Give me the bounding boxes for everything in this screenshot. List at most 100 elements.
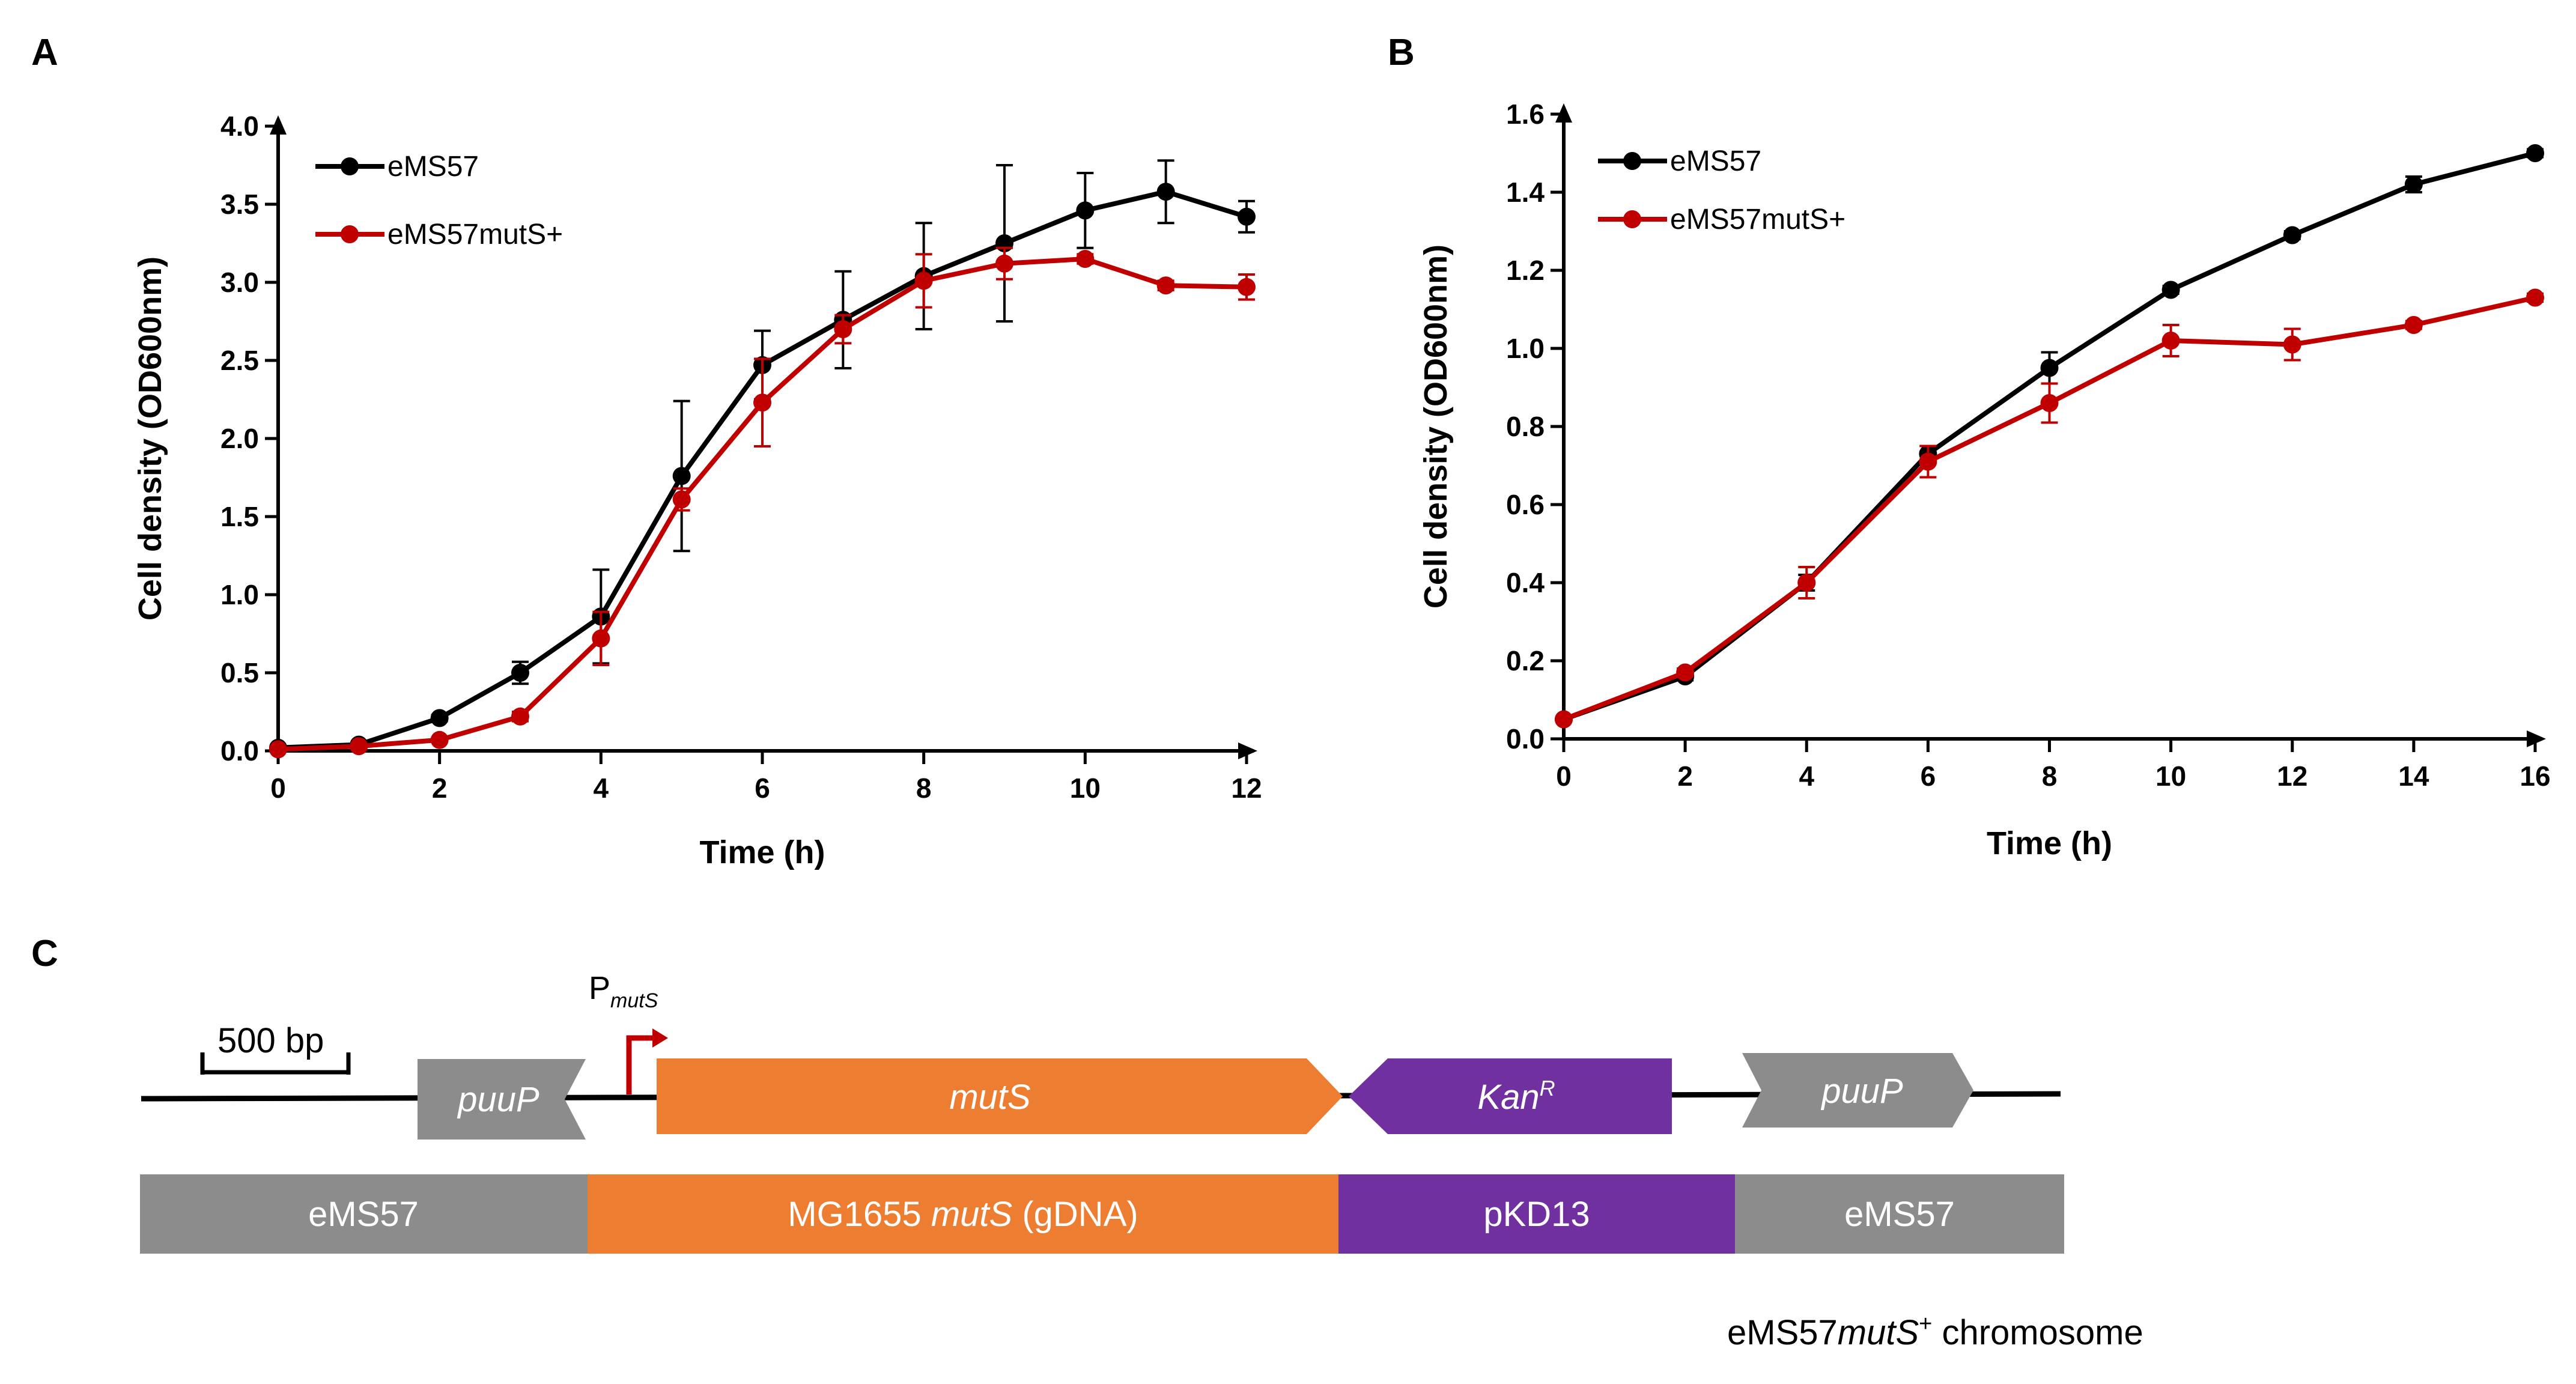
map-caption: eMS57mutS+ chromosome	[1727, 1311, 2143, 1352]
chart-a-y-axis-title: Cell density (OD600nm)	[132, 256, 168, 621]
chart-a-series-1-point	[511, 707, 529, 726]
chart-a-y-tick-label: 3.0	[220, 267, 259, 298]
chart-a-x-tick-label: 2	[432, 772, 448, 804]
chart-a-series-0-point	[511, 664, 529, 682]
chart-a-y-tick-label: 0.0	[220, 735, 259, 766]
chart-a-series-1-point	[350, 737, 368, 756]
chart-a-x-tick-label: 8	[916, 772, 932, 804]
chart-b-series-1-point	[2526, 288, 2544, 307]
chart-b-y-tick-label: 0.0	[1506, 723, 1545, 754]
chart-b-y-tick-label: 1.2	[1506, 255, 1545, 286]
chart-a-series-1	[269, 246, 1256, 759]
gene-muts: mutS	[657, 1058, 1343, 1134]
chart-b-series	[1555, 144, 2544, 729]
panel-letter-a: A	[31, 32, 58, 73]
chart-b-y-tick-label: 0.4	[1506, 567, 1545, 598]
map-caption-it: mutS	[1838, 1313, 1919, 1352]
scale-bar: 500 bp	[200, 1021, 351, 1075]
source-segment-mg1655-label-post: (gDNA)	[1012, 1195, 1138, 1234]
chart-b-series-1-point	[1919, 452, 1937, 471]
chart-b-x-tick-label: 2	[1677, 760, 1693, 792]
gene-puup-left-label: puuP	[457, 1080, 539, 1119]
chart-a-x-axis-title: Time (h)	[699, 834, 825, 870]
chart-b-x-tick-label: 8	[2042, 760, 2058, 792]
source-segment-emS57-left	[140, 1174, 588, 1254]
chart-b-x-tick-label: 0	[1556, 760, 1572, 792]
chart-b-series-1-point	[2161, 332, 2180, 350]
source-bar: eMS57 MG1655 mutS (gDNA) pKD13 eMS57	[140, 1174, 2064, 1254]
gene-puup-right-label: puuP	[1820, 1072, 1903, 1111]
chart-b-y-tick-label: 0.8	[1506, 411, 1545, 442]
source-segment-mg1655-label: MG1655 mutS (gDNA)	[788, 1195, 1138, 1234]
chart-a-series-1-point	[1238, 278, 1256, 296]
source-segment-emS57-right	[1735, 1174, 2064, 1254]
chart-b-series-0-point	[2040, 359, 2059, 377]
legend-b-label-emS57: eMS57	[1670, 145, 1761, 177]
source-segment-emS57-left-label: eMS57	[308, 1195, 419, 1234]
chart-a-y-tick-label: 1.5	[220, 501, 259, 532]
source-segment-pkd13	[1338, 1174, 1735, 1254]
panel-letter-c: C	[31, 933, 58, 974]
chart-a-y-tick-label: 4.0	[220, 111, 259, 142]
chart-b-x-axis-title: Time (h)	[1987, 825, 2112, 861]
chart-a-series-0-point	[1156, 183, 1175, 201]
legend-b-label-emS57muts: eMS57mutS+	[1670, 204, 1845, 235]
chart-a-series-0-point	[1076, 201, 1095, 220]
chart-a-series-0-point	[672, 467, 691, 485]
chart-b-y-tick-label: 0.6	[1506, 489, 1545, 520]
map-caption-post: chromosome	[1932, 1313, 2143, 1352]
promoter-arrow: PmutS	[589, 970, 668, 1094]
chart-b-series-1-point	[2404, 316, 2423, 334]
chart-a-ticks: 0.0 0.5 1.0 1.5 2.0 2.5 3.0 3.5 4.0 0 2 4 6 8 10 12	[220, 111, 1262, 804]
legend-a-label-emS57: eMS57	[387, 151, 479, 183]
chart-b-series-0-point	[2404, 175, 2423, 193]
chart-a-x-tick-label: 12	[1231, 772, 1262, 804]
map-caption-pre: eMS57	[1727, 1313, 1838, 1352]
chart-b-y-tick-label: 1.0	[1506, 333, 1545, 364]
panel-letter-b: B	[1388, 32, 1415, 73]
chart-a-series-1-point	[753, 393, 771, 412]
chart-a-legend: eMS57 eMS57mutS+	[315, 151, 563, 250]
legend-a-marker-emS57	[341, 157, 359, 175]
chart-a-x-tick-label: 0	[270, 772, 286, 804]
promoter-label: PmutS	[589, 970, 658, 1012]
chart-a-y-tick-label: 2.0	[220, 423, 259, 454]
chart-b-x-tick-label: 4	[1799, 760, 1814, 792]
chart-b-legend: eMS57 eMS57mutS+	[1598, 145, 1845, 235]
chart-b-series-1-point	[1797, 574, 1816, 592]
gene-kanr-label-main: Kan	[1477, 1078, 1539, 1117]
chart-a-series-0-point	[1238, 207, 1256, 226]
chart-b-series-1-point	[2040, 394, 2059, 412]
source-segment-emS57-right-label: eMS57	[1844, 1195, 1955, 1234]
chart-a-series-1-point	[592, 629, 610, 648]
genetic-map: 500 bp puuP PmutS mutS KanR puuP	[140, 970, 2143, 1352]
chart-b-x-tick-label: 16	[2520, 760, 2550, 792]
chart-b-ticks: 0.0 0.2 0.4 0.6 0.8 1.0 1.2 1.4 1.6 0 2 4 6 8 10 12 14 16	[1506, 99, 2551, 792]
chart-a-series-1-point	[269, 740, 287, 759]
chart-b-x-tick-label: 12	[2277, 760, 2307, 792]
chart-b-series-1-point	[1676, 663, 1695, 682]
chart-b-series-0-point	[2283, 226, 2301, 244]
chart-a-y-tick-label: 1.0	[220, 579, 259, 610]
chart-b: 0.0 0.2 0.4 0.6 0.8 1.0 1.2 1.4 1.6 0 2 4 6 8 10 12 14 16…	[1418, 99, 2551, 861]
promoter-label-sub: mutS	[610, 989, 658, 1012]
chart-a-series-1-point	[834, 320, 852, 338]
chart-b-series-0-point	[2161, 281, 2180, 299]
chart-b-y-tick-label: 1.6	[1506, 99, 1545, 130]
gene-kanr: KanR	[1349, 1058, 1672, 1134]
chart-b-series-0-line	[1563, 151, 2536, 722]
chart-a-series-1-point	[1076, 250, 1095, 268]
gene-muts-label: mutS	[949, 1078, 1031, 1117]
chart-a-series-1-point	[430, 730, 449, 749]
chart-b-series-1-point	[2283, 335, 2301, 354]
source-segment-mg1655-label-it: mutS	[931, 1195, 1013, 1234]
chart-a-series-1-point	[1156, 276, 1175, 295]
chart-b-x-tick-label: 6	[1921, 760, 1936, 792]
promoter-label-main: P	[589, 970, 610, 1006]
chart-b-x-tick-label: 14	[2398, 760, 2429, 792]
legend-a-marker-emS57muts	[341, 225, 359, 243]
chart-b-y-tick-label: 0.2	[1506, 645, 1545, 676]
chart-a-series-1-point	[995, 254, 1013, 273]
chart-b-series-0-point	[2526, 144, 2544, 162]
